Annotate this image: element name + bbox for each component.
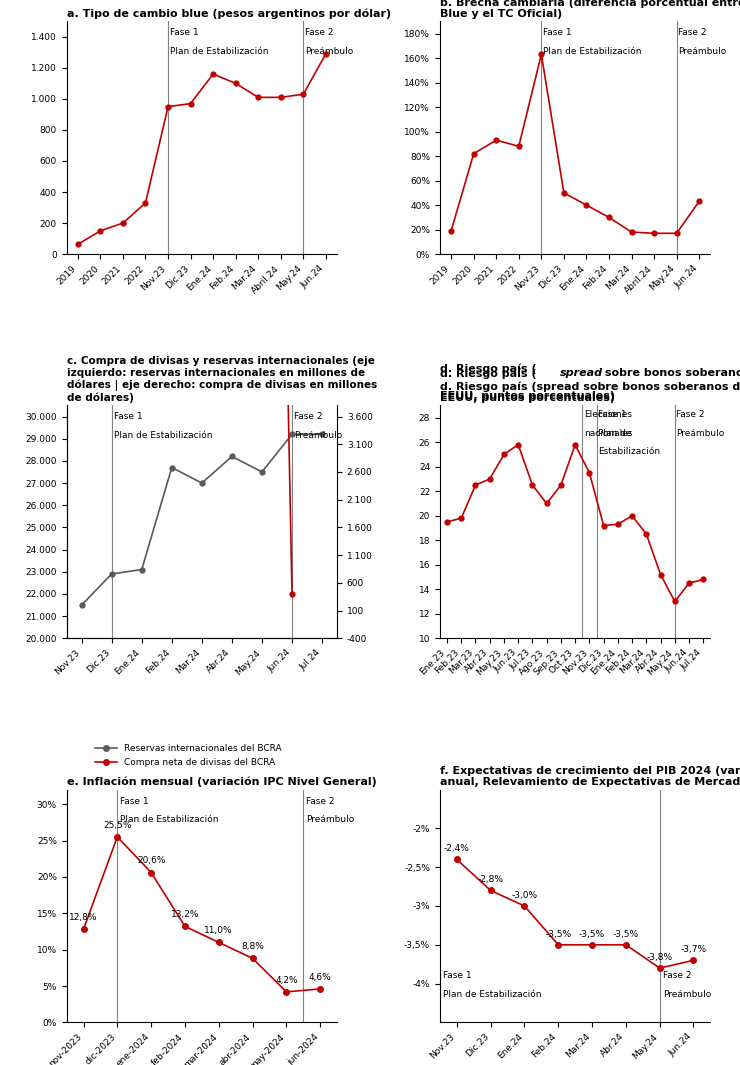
Text: -3,7%: -3,7% [681,945,707,954]
Text: nacionales: nacionales [584,429,632,438]
Text: a. Tipo de cambio blue (pesos argentinos por dólar): a. Tipo de cambio blue (pesos argentinos… [67,9,391,19]
Text: Fase 1: Fase 1 [120,797,149,805]
Text: Elecciones: Elecciones [584,410,632,420]
Text: Plan de Estabilización: Plan de Estabilización [443,990,542,999]
Text: 13,2%: 13,2% [171,911,199,919]
Text: Plan de: Plan de [598,429,631,438]
Text: f. Expectativas de crecimiento del PIB 2024 (variación
anual, Relevamiento de Ex: f. Expectativas de crecimiento del PIB 2… [440,766,740,787]
Text: 11,0%: 11,0% [204,927,233,935]
Text: e. Inflación mensual (variación IPC Nivel General): e. Inflación mensual (variación IPC Nive… [67,777,377,787]
Text: -3,5%: -3,5% [579,930,605,938]
Text: c. Compra de divisas y reservas internacionales (eje
izquierdo: reservas interna: c. Compra de divisas y reservas internac… [67,357,377,404]
Text: Preámbulo: Preámbulo [676,429,724,438]
Text: -3,0%: -3,0% [511,890,537,900]
Text: 12,8%: 12,8% [70,913,98,922]
Text: spread: spread [560,368,603,378]
Text: Estabilización: Estabilización [598,447,660,456]
Text: sobre bonos soberanos de: sobre bonos soberanos de [601,368,740,378]
Text: Plan de Estabilización: Plan de Estabilización [114,431,212,440]
Text: Fase 1: Fase 1 [443,971,472,981]
Text: EEUU, puntos porcentuales): EEUU, puntos porcentuales) [440,392,615,402]
Text: Fase 2: Fase 2 [305,29,334,37]
Text: Fase 1: Fase 1 [543,29,572,37]
Text: d. Riesgo país (spread sobre bonos soberanos de
EEUU, puntos porcentuales): d. Riesgo país (spread sobre bonos sober… [440,381,740,404]
Text: b. Brecha cambiaria (diferencia porcentual entre TC
Blue y el TC Oficial): b. Brecha cambiaria (diferencia porcentu… [440,0,740,19]
Text: 20,6%: 20,6% [137,856,165,865]
Text: Fase 1: Fase 1 [170,29,198,37]
Text: Preámbulo: Preámbulo [295,431,343,440]
Text: Fase 1: Fase 1 [598,410,627,420]
Text: Fase 2: Fase 2 [679,29,707,37]
Text: Preámbulo: Preámbulo [306,815,354,824]
Text: Plan de Estabilización: Plan de Estabilización [170,47,269,55]
Text: 8,8%: 8,8% [241,943,264,951]
Text: Preámbulo: Preámbulo [663,990,711,999]
Text: -3,5%: -3,5% [545,930,571,938]
Text: Fase 2: Fase 2 [306,797,334,805]
Text: -2,4%: -2,4% [444,845,470,853]
Text: Fase 2: Fase 2 [676,410,704,420]
Text: -2,8%: -2,8% [477,875,504,884]
Legend: Reservas internacionales del BCRA, Compra neta de divisas del BCRA: Reservas internacionales del BCRA, Compr… [91,740,286,770]
Text: -3,5%: -3,5% [613,930,639,938]
Text: 4,2%: 4,2% [275,976,297,984]
Text: Plan de Estabilización: Plan de Estabilización [120,815,218,824]
Text: 4,6%: 4,6% [309,972,332,982]
Text: Preámbulo: Preámbulo [679,47,727,55]
Text: d. Riesgo país (: d. Riesgo país ( [440,363,536,374]
Text: Plan de Estabilización: Plan de Estabilización [543,47,642,55]
Text: 25,5%: 25,5% [103,821,132,830]
Text: Fase 2: Fase 2 [663,971,692,981]
Text: d. Riesgo país (: d. Riesgo país ( [440,368,536,379]
Text: -3,8%: -3,8% [647,953,673,962]
Text: Fase 2: Fase 2 [295,412,323,422]
Text: Fase 1: Fase 1 [114,412,143,422]
Text: Preámbulo: Preámbulo [305,47,353,55]
